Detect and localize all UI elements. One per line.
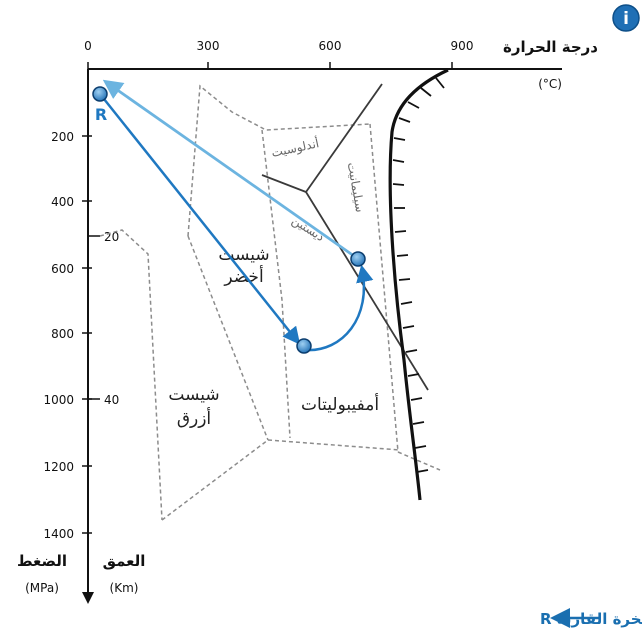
green-schist-label-2: أخضر (223, 265, 263, 287)
legend: المسار الدينامي الحراري (P.T) لصخرة القا… (540, 608, 642, 629)
pt-path: R (92, 79, 374, 354)
facies-boundaries (99, 84, 441, 521)
path-segment-heating (305, 264, 374, 352)
triple-point-branch-kyanite (305, 191, 429, 391)
temperature-axis-title: درجة الحرارة (503, 38, 598, 56)
depth-axis-unit: (Km) (110, 581, 139, 595)
temp-tick-300: 300 (197, 39, 220, 53)
path-segment-retrograde (102, 79, 355, 258)
reaction-lines (261, 83, 429, 391)
info-icon[interactable]: i (612, 4, 640, 32)
rock-r-label: R (95, 105, 107, 124)
path-segment-prograde (99, 93, 301, 345)
axes (82, 62, 562, 604)
pressure-tick-600: 600 (51, 262, 74, 276)
pressure-tick-400: 400 (51, 195, 74, 209)
pressure-tick-200: 200 (51, 130, 74, 144)
path-point-peak-temperature (350, 251, 366, 267)
sillimanite-label: سيليمانيت (345, 161, 368, 213)
pressure-tick-800: 800 (51, 327, 74, 341)
pressure-axis-arrow (82, 592, 94, 604)
blue-schist-label-2: أزرق (177, 407, 211, 429)
temp-tick-600: 600 (319, 39, 342, 53)
triple-point-branch-sillimanite (305, 83, 383, 193)
legend-text: المسار الدينامي الحراري (P.T) لصخرة القا… (540, 610, 642, 629)
depth-axis-title: العمق (103, 552, 146, 570)
temp-tick-0: 0 (84, 39, 92, 53)
depth-tick-40: 40 (104, 393, 119, 407)
amphibolite-label: أمفيبوليتات (301, 393, 379, 415)
triple-point-branch-andalusite (261, 174, 307, 193)
pressure-tick-1200: 1200 (43, 460, 74, 474)
path-point-r (92, 86, 108, 102)
green-schist-label-1: شيست (218, 245, 269, 265)
blue-schist-label-1: شيست (168, 385, 219, 405)
melting-curve (388, 68, 449, 501)
pressure-axis-unit: (MPa) (25, 581, 59, 595)
pressure-axis-title: الضغط (17, 552, 67, 570)
temp-tick-900: 900 (451, 39, 474, 53)
pressure-tick-1400: 1400 (43, 527, 74, 541)
pressure-tick-1000: 1000 (43, 393, 74, 407)
temperature-axis-unit: (°C) (538, 77, 562, 91)
path-point-peak-pressure (296, 338, 312, 354)
andalusite-label: أندلوسيت (270, 135, 321, 161)
svg-text:i: i (623, 9, 629, 29)
